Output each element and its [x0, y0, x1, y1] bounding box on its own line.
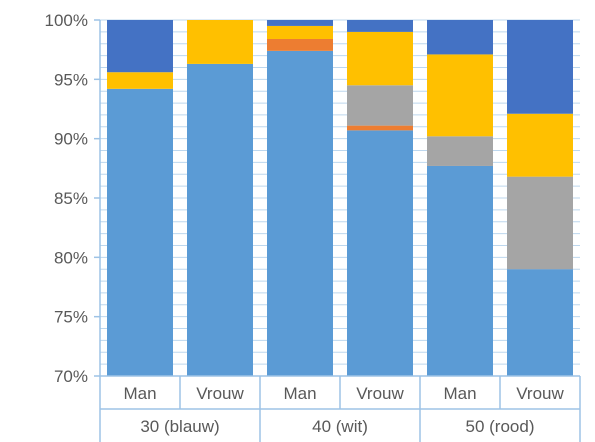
- bar-segment: [347, 125, 413, 131]
- axes: [94, 19, 581, 442]
- category-label: Vrouw: [516, 384, 564, 403]
- y-tick-label: 75%: [54, 308, 88, 327]
- category-label: Man: [283, 384, 316, 403]
- gridlines: [100, 19, 580, 365]
- category-label: Man: [443, 384, 476, 403]
- y-tick-label: 90%: [54, 130, 88, 149]
- y-tick-label: 70%: [54, 367, 88, 386]
- bar-segment: [427, 20, 493, 55]
- labels: 70% 75% 80% 85% 90% 95% 100% Man Vrouw Man Vrouw Ma…: [45, 11, 565, 436]
- group-label: 40 (wit): [312, 417, 368, 436]
- bars: [107, 20, 573, 377]
- bar-segment: [347, 130, 413, 376]
- bar-segment: [347, 31, 413, 86]
- bar-segment: [267, 20, 333, 26]
- category-label: Vrouw: [356, 384, 404, 403]
- y-tick-label: 80%: [54, 248, 88, 267]
- bar-segment: [347, 20, 413, 32]
- bar-segment: [347, 85, 413, 126]
- bar-segment: [507, 113, 573, 177]
- bar-segment: [107, 72, 173, 89]
- bar-segment: [507, 20, 573, 114]
- bar-segment: [267, 38, 333, 51]
- bar-segment: [427, 136, 493, 166]
- bar-segment: [107, 20, 173, 73]
- y-tick-label: 85%: [54, 189, 88, 208]
- bar-segment: [507, 176, 573, 270]
- group-label: 30 (blauw): [140, 417, 219, 436]
- bar-segment: [507, 269, 573, 376]
- y-tick-label: 95%: [54, 70, 88, 89]
- group-label: 50 (rood): [466, 417, 535, 436]
- category-label: Man: [123, 384, 156, 403]
- category-label: Vrouw: [196, 384, 244, 403]
- bar-segment: [187, 63, 253, 376]
- bar-segment: [107, 88, 173, 377]
- y-tick-label: 100%: [45, 11, 88, 30]
- bar-segment: [187, 20, 253, 64]
- bar-segment: [427, 54, 493, 137]
- bar-segment: [267, 50, 333, 376]
- bar-segment: [267, 25, 333, 39]
- bar-segment: [427, 165, 493, 376]
